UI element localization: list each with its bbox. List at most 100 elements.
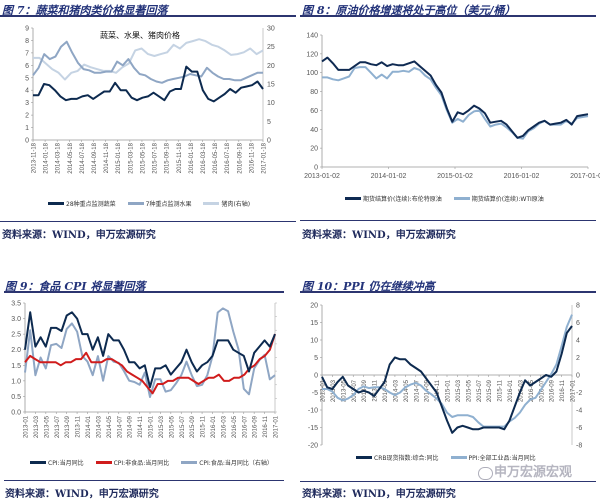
y-tick-label: 2	[25, 113, 29, 120]
x-tick-label: 2015-09-18	[165, 142, 171, 173]
x-tick-label: 2016-07-18	[225, 142, 231, 173]
x-tick-label: 2013-05	[44, 415, 50, 438]
x-tick-label: 2014-09-18	[92, 142, 98, 173]
series-line-PPI:全部工业品:当月同比	[322, 314, 573, 428]
figure-10-legend: CRB现货指数:综合:同比 PPI:全部工业品:当月同比	[356, 453, 536, 462]
x-tick-label: 2013-01	[24, 415, 30, 438]
series-line-CPI:当月同比	[24, 311, 276, 389]
series-line-CPI:食品:当月同比（右轴）	[24, 307, 276, 398]
x-tick-label: 2016-09	[550, 379, 556, 402]
x-tick-label: 2013-01	[321, 379, 327, 402]
x-tick-label: 2014-01	[86, 415, 92, 438]
y2-tick-label: 30	[267, 26, 275, 33]
figure-8-legend: 期货结算价(连续):布伦特原油 期货结算价(连续):WTI原油	[345, 194, 544, 203]
x-tick-label: 2014-01-18	[44, 142, 50, 173]
x-tick-label: 2015-11-18	[177, 142, 183, 173]
x-tick-label: 2013-01-02	[304, 173, 340, 180]
figure-7-title: 图 7：蔬菜和猪肉类价格显著回落	[2, 4, 168, 17]
figure-7-source: 资料来源：WIND，申万宏源研究	[2, 230, 156, 241]
y-tick-label: 80	[310, 89, 318, 96]
y-tick-label: 8	[25, 38, 29, 45]
x-tick-label: 2015-03	[456, 379, 462, 402]
x-tick-label: 2016-09-18	[237, 142, 243, 173]
chart-title: 蔬菜、水果、猪肉价格	[100, 30, 180, 40]
x-tick-label: 2015-05	[466, 379, 472, 402]
x-tick-label: 2015-11	[201, 415, 207, 437]
y-tick-label: 3	[25, 100, 29, 107]
legend-label: CRB现货指数:综合:同比	[374, 455, 439, 462]
series-line-期货结算价(连续):布伦特原油	[321, 56, 589, 139]
figure-9-legend: CPI:当月同比 CPI:非食品:当月同比 CPI:食品:当月同比（右轴）	[30, 458, 273, 467]
y-tick-label: 0.0	[11, 410, 21, 417]
legend-label: CPI:非食品:当月同比	[113, 460, 170, 467]
figure-7-legend: 28种重点监测蔬菜 7种重点监测水果 猪肉(右轴)	[48, 199, 250, 208]
legend-swatch	[95, 461, 112, 464]
x-tick-label: 2016-05	[232, 415, 238, 438]
figure-8-bottom-rule	[300, 220, 596, 221]
y-tick-label: 1.0	[11, 378, 21, 385]
x-tick-label: 2015-07	[477, 379, 483, 402]
x-tick-label: 2014-07	[117, 415, 123, 438]
x-tick-label: 2015-01	[149, 415, 155, 438]
figure-7-top-rule	[0, 15, 296, 17]
x-tick-label: 2014-05-18	[68, 142, 74, 173]
y-tick-label: 0	[314, 165, 318, 172]
y-tick-label: 1	[25, 125, 29, 132]
x-tick-label: 2016-11	[560, 379, 566, 401]
x-tick-label: 2015-09	[190, 415, 196, 438]
y-tick-label: 2.5	[11, 332, 21, 339]
y-tick-label: 20	[310, 146, 318, 153]
x-tick-label: 2016-07	[242, 415, 248, 438]
x-tick-label: 2014-03	[393, 379, 399, 402]
x-tick-label: 2014-05	[107, 415, 113, 438]
y-tick-label: 2.0	[11, 347, 21, 354]
x-tick-label: 2014-09	[128, 415, 134, 438]
y2-tick-label: 6	[576, 320, 580, 327]
x-tick-label: 2016-01-02	[504, 173, 540, 180]
x-tick-label: 2015-01-02	[437, 173, 473, 180]
x-tick-label: 2015-11	[498, 379, 504, 401]
x-tick-label: 2016-01	[508, 379, 514, 402]
x-tick-label: 2014-11	[435, 379, 441, 401]
legend-item-cpi: CPI:当月同比	[30, 458, 84, 467]
y2-tick-label: 25	[267, 44, 275, 51]
y2-tick-label: -2	[576, 390, 582, 397]
y-tick-label: 1.5	[11, 363, 21, 370]
x-tick-label: 2013-11	[373, 379, 379, 401]
wechat-icon	[478, 467, 493, 480]
x-tick-label: 2017-01	[274, 415, 280, 438]
legend-label: 猪肉(右轴)	[221, 201, 251, 208]
figure-9-source: 资料来源：WIND，申万宏源研究	[5, 489, 159, 500]
x-tick-label: 2017-01-02	[570, 173, 600, 180]
x-tick-label: 2015-09	[487, 379, 493, 402]
x-tick-label: 2016-11	[263, 415, 269, 437]
x-tick-label: 2016-03	[221, 415, 227, 438]
y-tick-label: 5	[25, 75, 29, 82]
x-tick-label: 2017-01-18	[262, 142, 268, 173]
y2-tick-label: 5	[267, 119, 271, 126]
figure-9-top-rule	[4, 291, 284, 293]
legend-swatch	[127, 202, 144, 205]
y2-tick-label: 20	[267, 63, 275, 70]
y-tick-label: -15	[308, 425, 318, 432]
y-tick-label: 0	[25, 138, 29, 145]
y-tick-label: 20	[310, 303, 318, 310]
legend-item-vegetables: 28种重点监测蔬菜	[48, 199, 116, 208]
legend-label: PPI:全部工业品:当月同比	[468, 455, 536, 462]
x-tick-label: 2015-05	[169, 415, 175, 438]
x-tick-label: 2014-03-18	[56, 142, 62, 173]
y-tick-label: 40	[310, 127, 318, 134]
y-tick-label: 7	[25, 50, 29, 57]
x-tick-label: 2013-11-18	[32, 142, 38, 173]
x-tick-label: 2015-03-18	[128, 142, 134, 173]
y2-tick-label: 0	[267, 138, 271, 145]
y-tick-label: 3.0	[11, 316, 21, 323]
y-tick-label: -5	[312, 390, 318, 397]
legend-swatch	[30, 461, 46, 464]
figure-10-title: 图 10：PPI 仍在继续冲高	[302, 280, 435, 293]
y-tick-label: 120	[306, 51, 318, 58]
legend-item-cpi-food: CPI:食品:当月同比（右轴）	[181, 458, 273, 467]
y-tick-label: 9	[25, 26, 29, 33]
legend-label: 期货结算价(连续):布伦特原油	[363, 196, 442, 203]
